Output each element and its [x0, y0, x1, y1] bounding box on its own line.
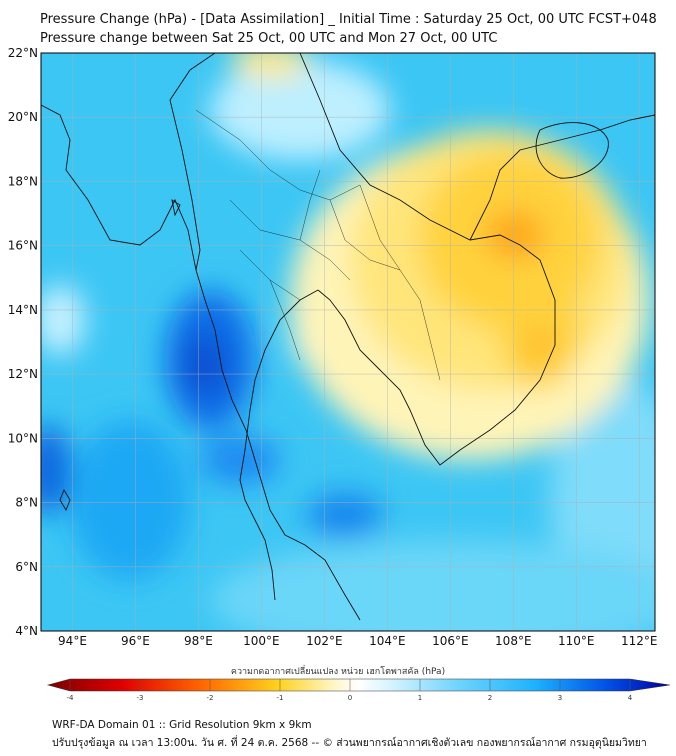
colorbar: -4 -3 -2 -1 0 1 2 3 4 — [46, 678, 671, 702]
lon-label: 94°E — [58, 634, 87, 648]
colorbar-tick-label: -3 — [137, 694, 144, 702]
plot-frame — [40, 52, 656, 632]
lat-label: 4°N — [15, 624, 38, 638]
map-subtitle: Pressure change between Sat 25 Oct, 00 U… — [40, 31, 498, 46]
pressure-field — [41, 53, 655, 631]
lat-label: 20°N — [8, 110, 38, 124]
lat-label: 14°N — [8, 303, 38, 317]
lat-label: 16°N — [8, 239, 38, 253]
colorbar-tick-label: -2 — [207, 694, 214, 702]
lon-label: 112°E — [621, 634, 658, 648]
lon-label: 110°E — [558, 634, 595, 648]
colorbar-tick-label: -1 — [277, 694, 284, 702]
lon-label: 102°E — [306, 634, 343, 648]
colorbar-tick-label: 1 — [418, 694, 422, 702]
lon-label: 108°E — [495, 634, 532, 648]
colorbar-tick-label: 4 — [628, 694, 633, 702]
map-title: Pressure Change (hPa) - [Data Assimilati… — [40, 12, 657, 27]
colorbar-ticks: -4 -3 -2 -1 0 1 2 3 4 — [67, 679, 633, 702]
colorbar-strip — [46, 678, 671, 692]
footer-credit: ปรับปรุงข้อมูล ณ เวลา 13:00น. วัน ศ. ที่… — [52, 737, 647, 749]
lat-label: 6°N — [15, 560, 38, 574]
latitude-labels: 22°N 20°N 18°N 16°N 14°N 12°N 10°N 8°N 6°N 4°N — [8, 46, 38, 638]
coastlines — [41, 53, 655, 621]
colorbar-title: ความกดอากาศเปลี่ยนแปลง หน่วย เฮกโตพาสคัล… — [230, 667, 446, 677]
lon-label: 98°E — [184, 634, 213, 648]
lat-label: 18°N — [8, 174, 38, 188]
admin-borders — [195, 109, 441, 381]
lat-label: 12°N — [8, 367, 38, 381]
lat-label: 22°N — [8, 46, 38, 60]
lon-label: 100°E — [243, 634, 280, 648]
colorbar-tick-label: -4 — [67, 694, 75, 702]
map-gridlines — [41, 52, 655, 632]
colorbar-tick-label: 0 — [348, 694, 352, 702]
lon-label: 104°E — [369, 634, 406, 648]
lat-label: 8°N — [15, 496, 38, 510]
colorbar-tick-label: 2 — [488, 694, 492, 702]
lat-label: 10°N — [8, 431, 38, 445]
lon-label: 96°E — [121, 634, 150, 648]
colorbar-tick-label: 3 — [558, 694, 562, 702]
longitude-labels: 94°E 96°E 98°E 100°E 102°E 104°E 106°E 108°E 110… — [58, 634, 657, 648]
lon-label: 106°E — [432, 634, 469, 648]
footer-domain-info: WRF-DA Domain 01 :: Grid Resolution 9km … — [52, 719, 312, 731]
